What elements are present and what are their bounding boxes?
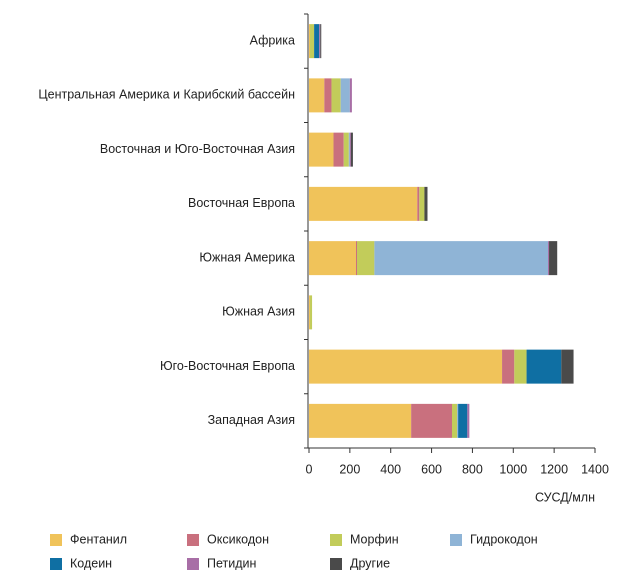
y-tick-label: Юго-Восточная Европа bbox=[160, 359, 295, 373]
legend-swatch bbox=[187, 534, 199, 546]
y-tick-label: Южная Америка bbox=[199, 250, 295, 264]
bar-segment bbox=[309, 349, 503, 384]
bar-segment bbox=[310, 24, 315, 59]
bar-segment bbox=[417, 186, 420, 221]
y-tick-label: Восточная Европа bbox=[188, 196, 295, 210]
bar-segment bbox=[348, 132, 350, 167]
bar-segment bbox=[324, 78, 332, 113]
bar-segment bbox=[502, 349, 515, 384]
bar-segment bbox=[320, 24, 322, 59]
bar-segment bbox=[309, 403, 412, 438]
bar-segment bbox=[340, 78, 350, 113]
bar-segment bbox=[561, 349, 574, 384]
bar-segment bbox=[357, 241, 375, 276]
y-tick-label: Восточная и Юго-Восточная Азия bbox=[100, 142, 295, 156]
legend-label: Оксикодон bbox=[207, 532, 269, 546]
y-tick-label: Южная Азия bbox=[222, 305, 295, 319]
legend-swatch bbox=[330, 558, 342, 570]
x-tick-label: 1400 bbox=[581, 462, 609, 476]
bar-segment bbox=[526, 349, 562, 384]
x-tick-label: 200 bbox=[339, 462, 360, 476]
legend-label: Гидрокодон bbox=[470, 532, 538, 546]
bar-segment bbox=[319, 24, 321, 59]
bar-segment bbox=[309, 241, 356, 276]
bar-segment bbox=[310, 295, 313, 330]
legend-swatch bbox=[50, 534, 62, 546]
legend-swatch bbox=[330, 534, 342, 546]
y-tick-label: Западная Азия bbox=[208, 413, 295, 427]
bar-segment bbox=[343, 132, 349, 167]
bar-segment bbox=[355, 241, 358, 276]
bar-segment bbox=[424, 186, 428, 221]
legend-swatch bbox=[187, 558, 199, 570]
bar-segment bbox=[350, 132, 353, 167]
y-tick-label: Африка bbox=[250, 33, 295, 47]
x-tick-label: 800 bbox=[462, 462, 483, 476]
legend-label: Петидин bbox=[207, 556, 257, 570]
legend-label: Морфин bbox=[350, 532, 399, 546]
bar-segment bbox=[374, 241, 549, 276]
bar-segment bbox=[458, 403, 468, 438]
bar-segment bbox=[452, 403, 458, 438]
bar-segment bbox=[467, 403, 470, 438]
x-tick-label: 1000 bbox=[499, 462, 527, 476]
x-tick-label: 0 bbox=[306, 462, 313, 476]
legend-label: Кодеин bbox=[70, 556, 112, 570]
bar-segment bbox=[331, 78, 341, 113]
bar-segment bbox=[314, 24, 320, 59]
x-tick-label: 1200 bbox=[540, 462, 568, 476]
bar-segment bbox=[309, 295, 311, 330]
bar-segment bbox=[309, 186, 418, 221]
legend-label: Фентанил bbox=[70, 532, 127, 546]
bar-segment bbox=[514, 349, 527, 384]
bar-segment bbox=[411, 403, 452, 438]
bar-segment bbox=[349, 132, 351, 167]
bar-segment bbox=[548, 241, 550, 276]
legend-label: Другие bbox=[350, 556, 390, 570]
y-tick-label: Центральная Америка и Карибский бассейн bbox=[38, 88, 295, 102]
bar-segment bbox=[333, 132, 344, 167]
legend-swatch bbox=[50, 558, 62, 570]
legend-swatch bbox=[450, 534, 462, 546]
bar-segment bbox=[309, 132, 334, 167]
bar-segment bbox=[309, 78, 325, 113]
x-tick-label: 400 bbox=[380, 462, 401, 476]
bar-segment bbox=[349, 78, 352, 113]
bar-segment bbox=[549, 241, 558, 276]
x-axis-label: СУСД/млн bbox=[535, 490, 595, 504]
bar-segment bbox=[419, 186, 425, 221]
x-tick-label: 600 bbox=[421, 462, 442, 476]
bar-segment bbox=[309, 24, 311, 59]
bar-segment bbox=[457, 403, 459, 438]
